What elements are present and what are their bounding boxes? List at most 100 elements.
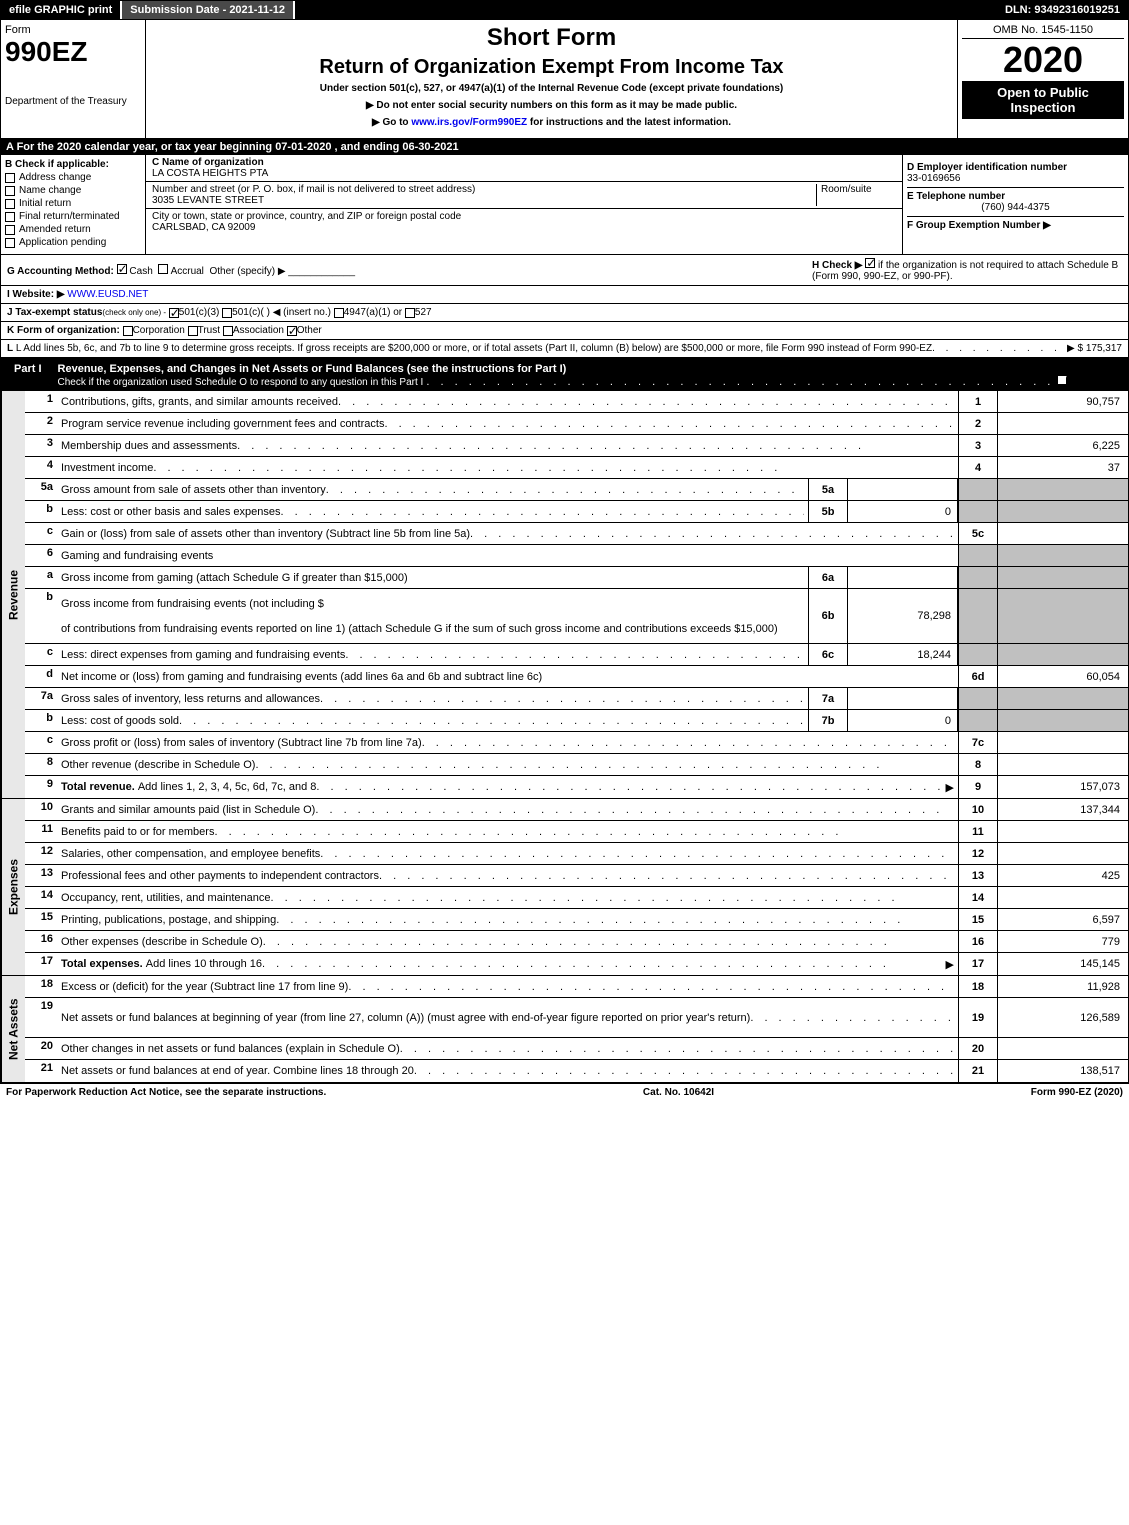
cb-other-org[interactable]	[287, 326, 297, 336]
section-a-bar: A For the 2020 calendar year, or tax yea…	[0, 139, 1129, 155]
line-11: 11 Benefits paid to or for members 11	[25, 821, 1128, 843]
netassets-label: Net Assets	[1, 976, 25, 1082]
cb-name-change[interactable]: Name change	[5, 185, 141, 196]
cb-corporation[interactable]	[123, 326, 133, 336]
line-9: 9 Total revenue. Add lines 1, 2, 3, 4, 5…	[25, 776, 1128, 798]
line-18: 18 Excess or (deficit) for the year (Sub…	[25, 976, 1128, 998]
omb-number: OMB No. 1545-1150	[962, 24, 1124, 39]
cb-4947[interactable]	[334, 308, 344, 318]
org-name-row: C Name of organization LA COSTA HEIGHTS …	[146, 155, 902, 182]
line-17: 17 Total expenses. Add lines 10 through …	[25, 953, 1128, 975]
cb-address-change[interactable]: Address change	[5, 172, 141, 183]
short-form-title: Short Form	[150, 24, 953, 52]
section-i: I Website: ▶ WWW.EUSD.NET	[0, 286, 1129, 304]
line-6c: c Less: direct expenses from gaming and …	[25, 644, 1128, 666]
cb-association[interactable]	[223, 326, 233, 336]
section-g: G Accounting Method: Cash Accrual Other …	[7, 264, 355, 277]
tax-year: 2020	[962, 39, 1124, 81]
phone-label: E Telephone number	[907, 191, 1005, 202]
line-1: 1 Contributions, gifts, grants, and simi…	[25, 391, 1128, 413]
line-5b: b Less: cost or other basis and sales ex…	[25, 501, 1128, 523]
section-gh: G Accounting Method: Cash Accrual Other …	[0, 255, 1129, 286]
line-10: 10 Grants and similar amounts paid (list…	[25, 799, 1128, 821]
group-exemption-label: F Group Exemption Number ▶	[907, 220, 1051, 231]
line-3: 3 Membership dues and assessments 3 6,22…	[25, 435, 1128, 457]
form-number: 990EZ	[5, 36, 141, 68]
section-h: H Check ▶ if the organization is not req…	[812, 258, 1122, 282]
cb-final-return[interactable]: Final return/terminated	[5, 211, 141, 222]
name-label: C Name of organization	[152, 157, 264, 168]
street-row: Number and street (or P. O. box, if mail…	[146, 182, 902, 209]
cb-accrual[interactable]	[158, 264, 168, 274]
instruction-ssn: ▶ Do not enter social security numbers o…	[150, 100, 953, 111]
line-2: 2 Program service revenue including gove…	[25, 413, 1128, 435]
header-left: Form 990EZ Department of the Treasury	[1, 20, 146, 138]
cb-schedule-b[interactable]	[865, 258, 875, 268]
part1-subtitle: Check if the organization used Schedule …	[58, 377, 424, 388]
cb-initial-return[interactable]: Initial return	[5, 198, 141, 209]
line-7c: c Gross profit or (loss) from sales of i…	[25, 732, 1128, 754]
city-row: City or town, state or province, country…	[146, 209, 902, 235]
room-label: Room/suite	[821, 184, 872, 195]
netassets-section: Net Assets 18 Excess or (deficit) for th…	[0, 976, 1129, 1083]
line-6b: b Gross income from fundraising events (…	[25, 589, 1128, 644]
website-link[interactable]: WWW.EUSD.NET	[67, 289, 148, 300]
phone-value: (760) 944-4375	[907, 202, 1124, 213]
ein-value: 33-0169656	[907, 173, 960, 184]
line-16: 16 Other expenses (describe in Schedule …	[25, 931, 1128, 953]
cb-amended-return[interactable]: Amended return	[5, 224, 141, 235]
gross-receipts: ▶ $ 175,317	[1067, 343, 1122, 354]
revenue-section: Revenue 1 Contributions, gifts, grants, …	[0, 391, 1129, 799]
part1-label: Part I	[6, 361, 50, 377]
footer-left: For Paperwork Reduction Act Notice, see …	[6, 1087, 326, 1098]
cb-cash[interactable]	[117, 264, 127, 274]
section-d-row: D Employer identification number 33-0169…	[907, 159, 1124, 188]
city-value: CARLSBAD, CA 92009	[152, 222, 255, 233]
line-13: 13 Professional fees and other payments …	[25, 865, 1128, 887]
dept-text: Department of the Treasury	[5, 96, 141, 107]
line-5a: 5a Gross amount from sale of assets othe…	[25, 479, 1128, 501]
cb-527[interactable]	[405, 308, 415, 318]
street-label: Number and street (or P. O. box, if mail…	[152, 184, 475, 195]
irs-link[interactable]: www.irs.gov/Form990EZ	[411, 117, 527, 128]
line-21: 21 Net assets or fund balances at end of…	[25, 1060, 1128, 1082]
part1-title: Revenue, Expenses, and Changes in Net As…	[58, 363, 567, 375]
city-label: City or town, state or province, country…	[152, 211, 461, 222]
cb-schedule-o[interactable]	[1057, 375, 1067, 385]
cb-application-pending[interactable]: Application pending	[5, 237, 141, 248]
section-f-row: F Group Exemption Number ▶	[907, 217, 1124, 234]
line-19: 19 Net assets or fund balances at beginn…	[25, 998, 1128, 1038]
public-inspection: Open to Public Inspection	[962, 81, 1124, 119]
section-k: K Form of organization: Corporation Trus…	[0, 322, 1129, 340]
section-j: J Tax-exempt status (check only one) - 5…	[0, 304, 1129, 322]
expenses-label: Expenses	[1, 799, 25, 975]
header-center: Short Form Return of Organization Exempt…	[146, 20, 958, 138]
section-c: C Name of organization LA COSTA HEIGHTS …	[146, 155, 903, 254]
part1-header: Part I Revenue, Expenses, and Changes in…	[0, 358, 1129, 391]
line-7b: b Less: cost of goods sold 7b 0	[25, 710, 1128, 732]
page-footer: For Paperwork Reduction Act Notice, see …	[0, 1083, 1129, 1101]
cb-trust[interactable]	[188, 326, 198, 336]
revenue-label: Revenue	[1, 391, 25, 798]
section-b-label: B Check if applicable:	[5, 159, 141, 170]
header-right: OMB No. 1545-1150 2020 Open to Public In…	[958, 20, 1128, 138]
section-b: B Check if applicable: Address change Na…	[1, 155, 146, 254]
line-15: 15 Printing, publications, postage, and …	[25, 909, 1128, 931]
cb-501c3[interactable]	[169, 308, 179, 318]
ein-label: D Employer identification number	[907, 162, 1067, 173]
line-8: 8 Other revenue (describe in Schedule O)…	[25, 754, 1128, 776]
line-5c: c Gain or (loss) from sale of assets oth…	[25, 523, 1128, 545]
instruction-link: ▶ Go to www.irs.gov/Form990EZ for instru…	[150, 117, 953, 128]
expenses-section: Expenses 10 Grants and similar amounts p…	[0, 799, 1129, 976]
line-6: 6 Gaming and fundraising events	[25, 545, 1128, 567]
line-7a: 7a Gross sales of inventory, less return…	[25, 688, 1128, 710]
line-20: 20 Other changes in net assets or fund b…	[25, 1038, 1128, 1060]
efile-label[interactable]: efile GRAPHIC print	[1, 1, 120, 19]
org-name: LA COSTA HEIGHTS PTA	[152, 168, 268, 179]
dln-label: DLN: 93492316019251	[997, 1, 1128, 19]
line-6a: a Gross income from gaming (attach Sched…	[25, 567, 1128, 589]
top-bar: efile GRAPHIC print Submission Date - 20…	[0, 0, 1129, 20]
submission-date: Submission Date - 2021-11-12	[120, 1, 295, 19]
cb-501c[interactable]	[222, 308, 232, 318]
form-label: Form	[5, 24, 141, 36]
